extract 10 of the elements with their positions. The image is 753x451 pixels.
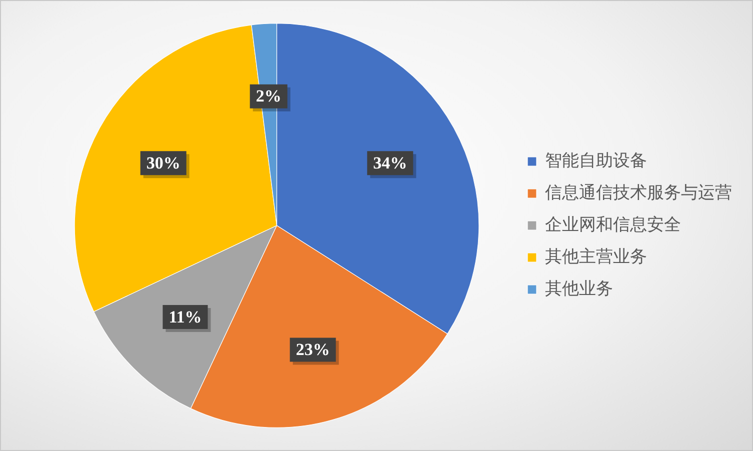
legend-label: 智能自助设备 xyxy=(545,150,647,170)
legend-label: 其他业务 xyxy=(545,278,613,298)
legend-label: 信息通信技术服务与运营 xyxy=(545,182,732,202)
data-label: 2% xyxy=(256,86,282,106)
data-label: 23% xyxy=(296,340,330,360)
data-label: 30% xyxy=(146,154,180,173)
legend-label: 企业网和信息安全 xyxy=(545,214,681,234)
data-label: 34% xyxy=(373,154,408,173)
legend-label: 其他主营业务 xyxy=(545,246,647,266)
data-label: 11% xyxy=(168,307,202,326)
